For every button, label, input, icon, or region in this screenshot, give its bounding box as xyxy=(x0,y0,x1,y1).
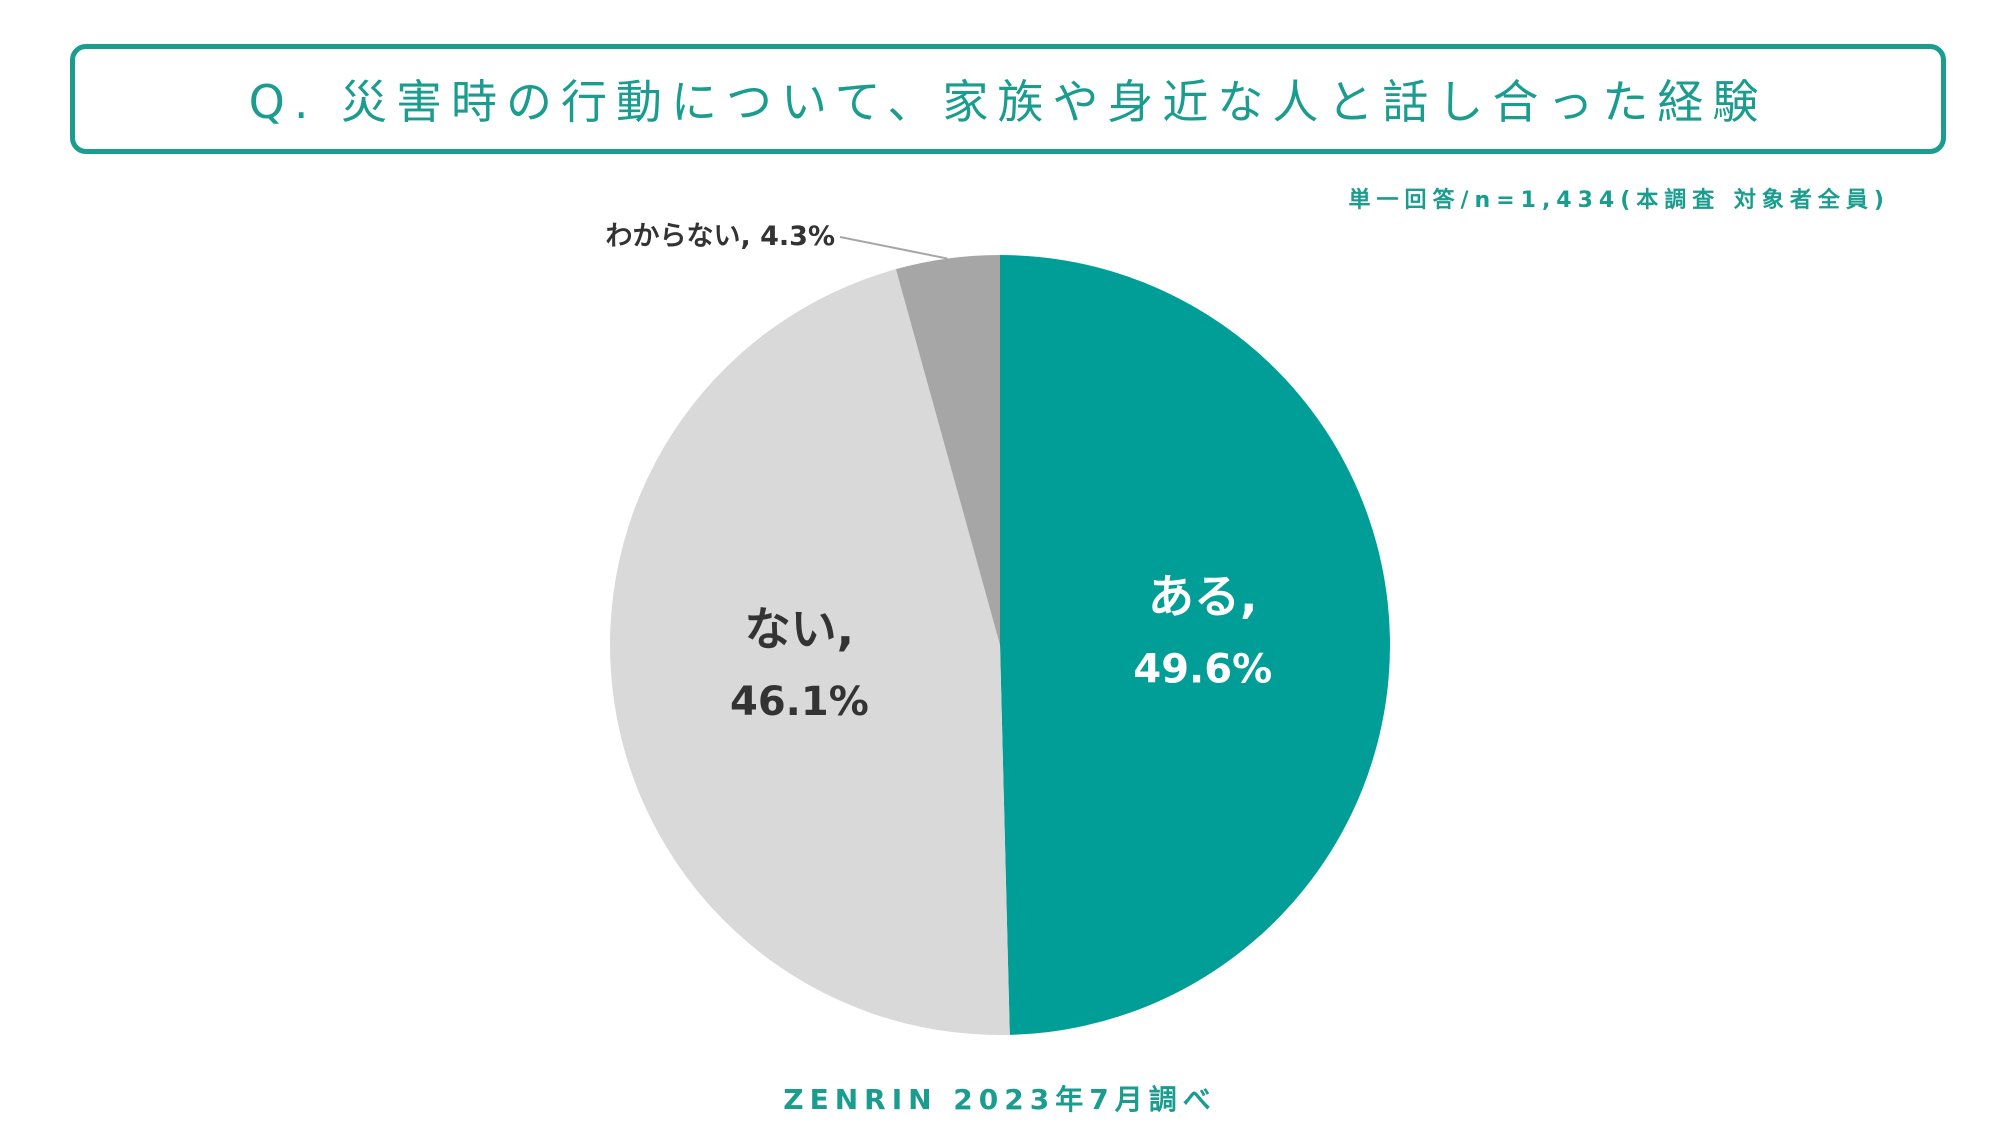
response-note: 単一回答/n=1,434(本調査 対象者全員) xyxy=(1348,188,1890,213)
source-note: ZENRIN 2023年7月調べ xyxy=(783,1083,1217,1116)
slice-label-aru: ある, xyxy=(1148,569,1257,623)
slice-label-nai: ない, xyxy=(745,602,854,656)
slice-value-aru: 49.6% xyxy=(1133,646,1272,692)
pie-slice-2 xyxy=(895,255,1000,645)
slice-value-nai: 46.1% xyxy=(730,679,869,725)
chart-title: Q. 災害時の行動について、家族や身近な人と話し合った経験 xyxy=(248,75,1768,129)
pie-slice-1 xyxy=(610,269,1010,1035)
leader-line-wakaranai xyxy=(839,236,948,260)
pie-slice-0 xyxy=(1000,255,1390,1035)
title-box: Q. 災害時の行動について、家族や身近な人と話し合った経験 xyxy=(70,44,1946,154)
slice-label-wakaranai: わからない, 4.3% xyxy=(605,221,835,252)
pie-slices xyxy=(610,255,1390,1035)
